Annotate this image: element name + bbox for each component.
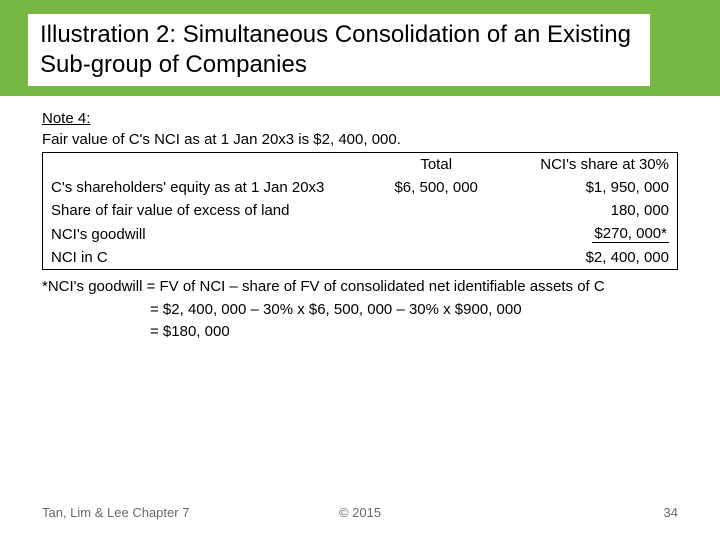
nci-table: Total NCI's share at 30% C's shareholder… [42, 152, 678, 270]
slide-header: Illustration 2: Simultaneous Consolidati… [0, 0, 720, 96]
row-total [373, 199, 500, 222]
footnote-line3: = $180, 000 [42, 321, 678, 344]
row-total [373, 222, 500, 246]
row-total: $6, 500, 000 [373, 176, 500, 199]
row-total [373, 246, 500, 270]
table-row: NCI in C $2, 400, 000 [43, 246, 678, 270]
footnote-line1: *NCI's goodwill = FV of NCI – share of F… [42, 278, 605, 295]
row-share: 180, 000 [500, 199, 678, 222]
footer-center: © 2015 [339, 505, 381, 520]
table-header-row: Total NCI's share at 30% [43, 153, 678, 177]
row-share: $2, 400, 000 [500, 246, 678, 270]
title-box: Illustration 2: Simultaneous Consolidati… [28, 14, 650, 86]
row-label: NCI in C [43, 246, 373, 270]
footer-left: Tan, Lim & Lee Chapter 7 [42, 505, 189, 520]
table-row: NCI's goodwill $270, 000* [43, 222, 678, 246]
table-row: Share of fair value of excess of land 18… [43, 199, 678, 222]
note-label: Note 4: [42, 110, 678, 127]
row-share: $1, 950, 000 [500, 176, 678, 199]
footer-right: 34 [664, 505, 678, 520]
col-total: Total [373, 153, 500, 177]
footnote-line2: = $2, 400, 000 – 30% x $6, 500, 000 – 30… [42, 299, 678, 322]
note-intro: Fair value of C's NCI as at 1 Jan 20x3 i… [42, 131, 678, 148]
col-share: NCI's share at 30% [500, 153, 678, 177]
row-share: $270, 000* [500, 222, 678, 246]
row-label: C's shareholders' equity as at 1 Jan 20x… [43, 176, 373, 199]
slide-content: Note 4: Fair value of C's NCI as at 1 Ja… [0, 96, 720, 344]
slide-footer: Tan, Lim & Lee Chapter 7 © 2015 34 [0, 505, 720, 520]
table-row: C's shareholders' equity as at 1 Jan 20x… [43, 176, 678, 199]
row-label: NCI's goodwill [43, 222, 373, 246]
row-label: Share of fair value of excess of land [43, 199, 373, 222]
footnote: *NCI's goodwill = FV of NCI – share of F… [42, 276, 678, 344]
slide-title: Illustration 2: Simultaneous Consolidati… [40, 20, 638, 80]
